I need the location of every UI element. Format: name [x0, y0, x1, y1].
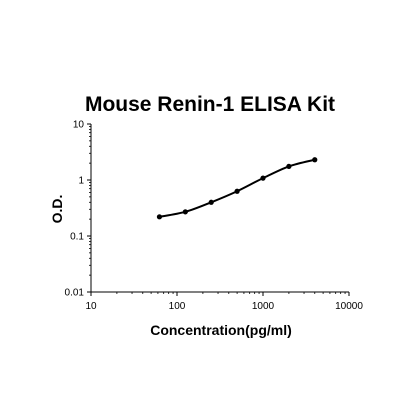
y-tick-label: 1: [78, 176, 84, 187]
data-point: [182, 209, 188, 215]
series: [156, 157, 318, 220]
data-point: [208, 199, 214, 205]
data-point: [286, 163, 292, 169]
data-point: [260, 175, 266, 181]
y-tick-label: 0.01: [65, 288, 85, 299]
x-tick-label: 10000: [335, 301, 363, 312]
x-tick-label: 100: [169, 301, 186, 312]
data-point: [234, 188, 240, 194]
x-axis-label: Concentration(pg/ml): [150, 322, 292, 338]
series-line: [159, 158, 316, 218]
chart-title: Mouse Renin-1 ELISA Kit: [85, 93, 335, 116]
y-tick-label: 10: [73, 120, 85, 131]
y-axis-label: O.D.: [49, 195, 65, 224]
x-tick-label: 10: [85, 301, 97, 312]
data-point: [156, 214, 163, 220]
data-point: [312, 157, 318, 163]
axes: 0.01 0.1 1 10 10 100 1000 10000: [65, 120, 364, 313]
y-tick-label: 0.1: [70, 232, 84, 243]
x-tick-label: 1000: [252, 301, 275, 312]
